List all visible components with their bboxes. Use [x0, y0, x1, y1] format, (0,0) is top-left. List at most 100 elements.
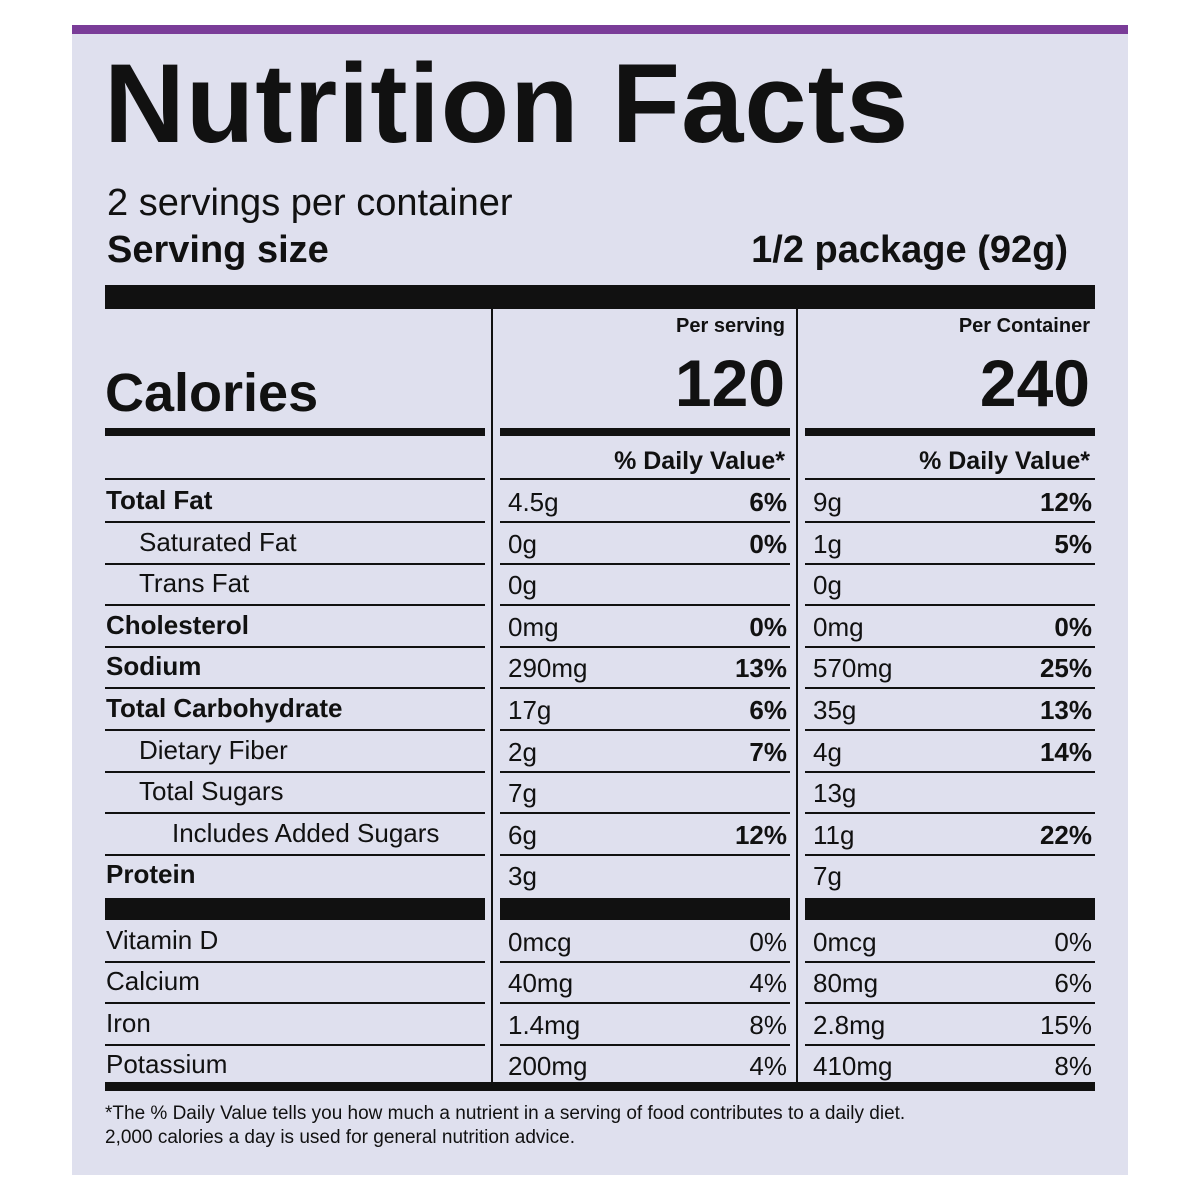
row-rule — [105, 961, 485, 963]
column-header: Per serving — [676, 315, 785, 337]
amount: 35g — [813, 695, 857, 725]
amount: 0g — [813, 570, 842, 601]
percent-dv: 25% — [1039, 653, 1092, 684]
percent-dv: 5% — [1054, 528, 1092, 559]
amount: 0mg — [813, 611, 864, 642]
thick-rule — [105, 898, 485, 920]
amount: 4g — [813, 736, 842, 767]
row-rule — [105, 645, 485, 648]
row-rule — [500, 729, 790, 731]
amount: 0g — [508, 570, 537, 601]
percent-dv: 0% — [749, 927, 787, 957]
amount: 0mg — [508, 611, 559, 642]
amount: 0g — [508, 528, 537, 559]
percent-dv: 6% — [749, 487, 787, 517]
row-rule — [500, 687, 790, 690]
row-rule — [105, 1002, 485, 1005]
percent-dv: 6% — [1054, 968, 1092, 999]
amount: 3g — [508, 861, 537, 892]
amount: 11g — [813, 819, 855, 850]
amount: 80mg — [813, 968, 879, 999]
nutrient-name: Calcium — [106, 966, 200, 997]
row-rule — [805, 687, 1095, 690]
row-rule — [500, 770, 790, 773]
row-rule — [500, 961, 790, 963]
row-rule — [500, 478, 790, 480]
column-divider — [796, 309, 798, 1084]
percent-dv: 8% — [1054, 1050, 1092, 1081]
row-rule — [805, 1043, 1095, 1046]
nutrient-name: Total Carbohydrate — [106, 693, 343, 723]
amount: 9g — [813, 487, 842, 517]
amount: 410mg — [813, 1050, 893, 1081]
row-rule — [805, 645, 1095, 648]
percent-dv: 14% — [1039, 736, 1092, 767]
row-rule — [805, 961, 1095, 963]
percent-dv: 0% — [1054, 611, 1092, 642]
row-rule — [105, 853, 485, 856]
amount: 290mg — [508, 653, 588, 684]
thick-rule — [805, 898, 1095, 920]
dv-header: % Daily Value* — [614, 447, 785, 475]
row-rule — [805, 812, 1095, 815]
percent-dv: 22% — [1039, 819, 1092, 850]
nutrient-name: Iron — [106, 1007, 151, 1038]
row-rule — [105, 604, 485, 607]
amount: 0mcg — [813, 927, 877, 957]
dv-header: % Daily Value* — [919, 447, 1090, 475]
nutrient-name: Saturated Fat — [139, 526, 297, 557]
column-divider — [491, 309, 493, 1084]
amount: 2g — [508, 736, 537, 767]
calories-value: 120 — [674, 346, 785, 420]
footnote: 2,000 calories a day is used for general… — [105, 1127, 575, 1148]
row-rule — [805, 853, 1095, 856]
calories-value: 240 — [979, 346, 1090, 420]
row-rule — [105, 729, 485, 731]
row-rule — [805, 770, 1095, 773]
percent-dv: 7% — [749, 736, 787, 767]
row-rule — [105, 770, 485, 773]
nutrient-name: Cholesterol — [106, 609, 250, 640]
amount: 7g — [813, 861, 842, 892]
amount: 40mg — [508, 968, 574, 999]
amount: 7g — [508, 778, 537, 809]
title: Nutrition Facts — [104, 41, 910, 166]
rule — [105, 428, 485, 436]
percent-dv: 0% — [1054, 927, 1092, 957]
row-rule — [500, 1043, 790, 1046]
nutrient-name: Potassium — [106, 1048, 228, 1079]
percent-dv: 13% — [734, 653, 787, 684]
amount: 200mg — [508, 1050, 588, 1081]
percent-dv: 12% — [734, 819, 787, 850]
row-rule — [105, 687, 485, 690]
row-rule — [500, 521, 790, 523]
nutrient-name: Total Sugars — [139, 776, 284, 807]
row-rule — [805, 1002, 1095, 1005]
amount: 6g — [508, 819, 537, 850]
calories-label: Calories — [105, 363, 319, 423]
percent-dv: 0% — [749, 611, 787, 642]
row-rule — [500, 812, 790, 815]
nutrient-name: Trans Fat — [139, 568, 250, 599]
amount: 1g — [813, 528, 842, 559]
row-rule — [105, 478, 485, 480]
row-rule — [805, 604, 1095, 607]
row-rule — [805, 478, 1095, 480]
rule — [805, 428, 1095, 436]
nutrient-name: Sodium — [106, 651, 202, 682]
row-rule — [105, 1043, 485, 1046]
amount: 1.4mg — [508, 1009, 581, 1040]
serving-size-label: Serving size — [107, 229, 329, 271]
row-rule — [500, 645, 790, 648]
column-header: Per Container — [958, 315, 1090, 337]
percent-dv: 15% — [1039, 1009, 1092, 1040]
row-rule — [105, 521, 485, 523]
row-rule — [805, 562, 1095, 565]
percent-dv: 13% — [1039, 695, 1092, 725]
percent-dv: 0% — [749, 528, 787, 559]
thick-rule — [105, 1082, 1095, 1091]
amount: 13g — [813, 778, 857, 809]
label-panel — [72, 25, 1128, 1175]
amount: 0mcg — [508, 927, 572, 957]
percent-dv: 4% — [749, 968, 787, 999]
